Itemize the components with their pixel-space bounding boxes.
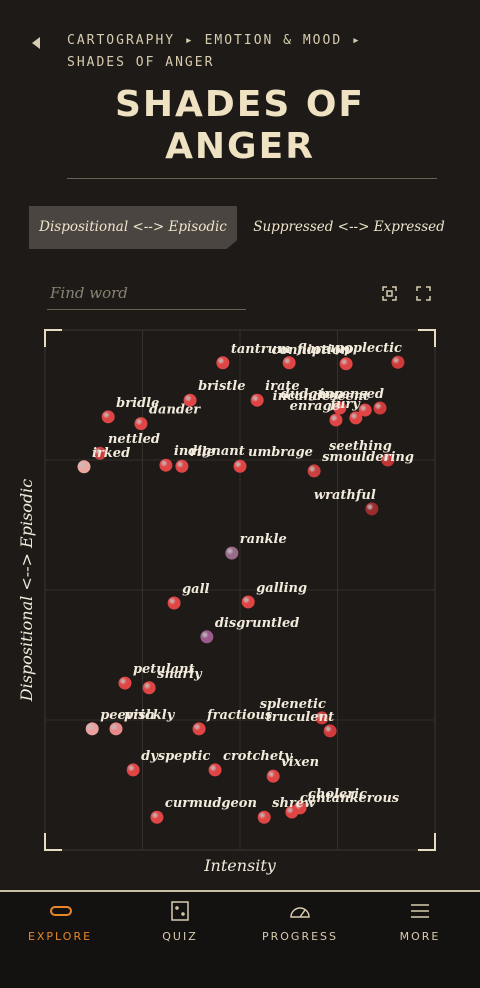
word-label: incandescent — [273, 389, 370, 404]
word-dot[interactable] — [339, 357, 353, 371]
nav-item[interactable]: MORE — [399, 930, 441, 943]
nav-item[interactable]: PROGRESS — [261, 930, 339, 943]
nav-item[interactable]: QUIZ — [162, 930, 198, 943]
x-axis-label: Intensity — [203, 856, 277, 875]
zoom-controls[interactable] — [382, 286, 438, 302]
nav-icons — [50, 901, 429, 921]
word-dot[interactable] — [200, 630, 214, 644]
word-label: dyspeptic — [141, 749, 210, 764]
word-label: rile — [190, 445, 215, 460]
word-dot[interactable] — [216, 356, 230, 370]
tab[interactable]: Suppressed <--> Expressed — [253, 219, 445, 235]
word-label: flare up — [296, 342, 353, 357]
word-label: bristle — [198, 379, 245, 394]
y-axis-label: Dispositional <--> Episodic — [17, 479, 36, 703]
word-dot[interactable] — [349, 411, 363, 425]
word-label: umbrage — [248, 445, 313, 460]
word-label: truculent — [266, 710, 334, 725]
word-label: splenetic — [260, 697, 326, 712]
word-label: galling — [256, 581, 307, 596]
word-dot[interactable] — [109, 722, 123, 736]
word-label: gall — [182, 582, 209, 597]
word-dot[interactable] — [329, 413, 343, 427]
word-label: snarly — [157, 667, 203, 682]
word-label: choleric — [308, 787, 367, 802]
word-dot[interactable] — [142, 681, 156, 695]
word-dot[interactable] — [315, 711, 329, 725]
word-dot[interactable] — [373, 401, 387, 415]
word-label: vixen — [281, 755, 319, 770]
word-dot[interactable] — [192, 722, 206, 736]
word-label: curmudgeon — [165, 796, 257, 811]
word-label: petulant — [133, 662, 195, 677]
word-label: shrew — [272, 796, 316, 811]
word-label: enrage — [290, 399, 340, 414]
word-label: fractious — [206, 708, 273, 723]
breadcrumb[interactable]: CARTOGRAPHY ▸ EMOTION & MOOD ▸ SHADES OF… — [67, 33, 362, 70]
word-label: dudgeon — [281, 387, 344, 402]
word-dot[interactable] — [167, 596, 181, 610]
word-dot[interactable] — [381, 453, 395, 467]
word-label: wrathful — [314, 488, 376, 503]
corner-brackets — [44, 329, 436, 851]
word-label: disgruntled — [215, 616, 300, 631]
word-dot[interactable] — [150, 810, 164, 824]
word-label: dander — [149, 403, 201, 418]
word-label: smouldering — [322, 450, 414, 465]
word-dot[interactable] — [250, 393, 264, 407]
word-label: rankle — [240, 532, 287, 547]
word-label: apoplectic — [327, 341, 402, 356]
word-label: irked — [92, 446, 130, 461]
word-label: prickly — [124, 708, 176, 723]
word-label: indignant — [174, 444, 245, 459]
word-dot[interactable] — [358, 403, 372, 417]
word-dot[interactable] — [241, 595, 255, 609]
word-label: seething — [329, 439, 392, 454]
word-dot[interactable] — [93, 446, 107, 460]
word-dot[interactable] — [225, 546, 239, 560]
nav-item[interactable]: EXPLORE — [27, 930, 93, 943]
word-dot[interactable] — [118, 676, 132, 690]
word-dot[interactable] — [126, 763, 140, 777]
word-label: cantankerous — [300, 791, 400, 806]
word-dot[interactable] — [175, 459, 189, 473]
word-dot[interactable] — [85, 722, 99, 736]
word-label: tantrum — [231, 342, 291, 357]
word-dot[interactable] — [183, 393, 197, 407]
word-label: irate — [265, 379, 300, 394]
word-label: bridle — [116, 396, 159, 411]
word-label: conniption — [271, 343, 350, 358]
word-dot[interactable] — [134, 417, 148, 431]
word-label: crotchety — [223, 749, 293, 764]
divider — [67, 178, 437, 179]
word-dot[interactable] — [77, 460, 91, 474]
word-dot[interactable] — [257, 810, 271, 824]
word-dot[interactable] — [266, 769, 280, 783]
word-label: nettled — [108, 432, 160, 447]
scatter-chart: Intensity Dispositional <--> Episodic ta… — [17, 329, 436, 875]
word-dot[interactable] — [391, 355, 405, 369]
tab[interactable]: Dispositional <--> Episodic — [29, 206, 237, 249]
word-dot[interactable] — [208, 763, 222, 777]
word-dot[interactable] — [307, 464, 321, 478]
word-label: fury — [329, 397, 361, 412]
word-dot[interactable] — [333, 401, 347, 415]
word-dot[interactable] — [365, 502, 379, 516]
word-label: peevish — [100, 708, 155, 723]
word-dot[interactable] — [101, 410, 115, 424]
word-dot[interactable] — [323, 724, 337, 738]
back-button[interactable] — [30, 36, 42, 50]
page-title: SHADES OF ANGER — [114, 84, 366, 167]
word-dot[interactable] — [285, 805, 299, 819]
word-dot[interactable] — [282, 356, 296, 370]
bottom-nav: EXPLORE QUIZ PROGRESS MORE — [0, 890, 480, 988]
word-dot[interactable] — [159, 458, 173, 472]
search-input[interactable]: Find word — [47, 280, 246, 310]
word-label: incensed — [319, 387, 384, 402]
word-dot[interactable] — [233, 459, 247, 473]
